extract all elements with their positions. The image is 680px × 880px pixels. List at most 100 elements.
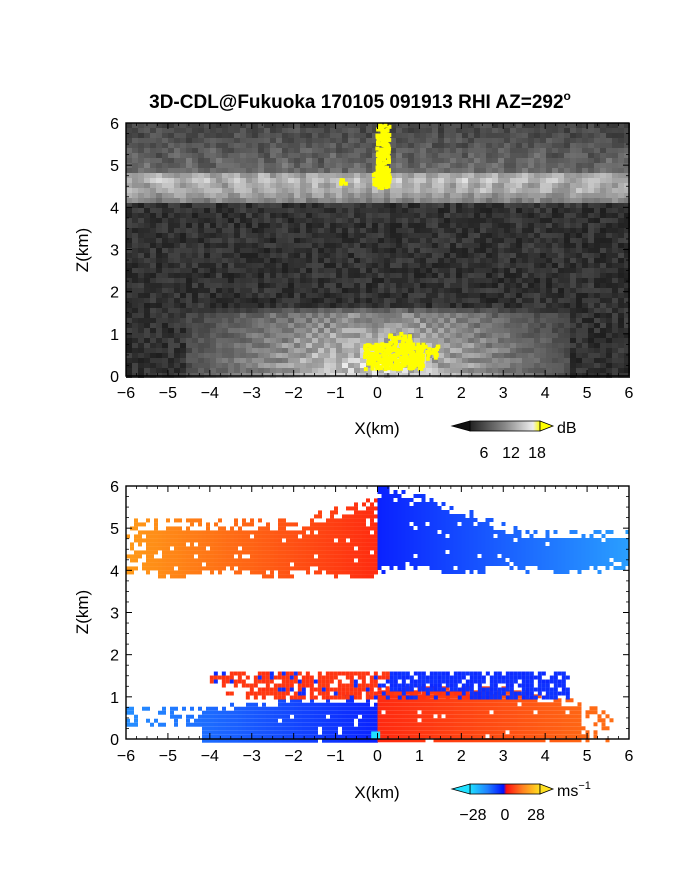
- reflectivity-cell: [444, 303, 450, 308]
- reflectivity-cell: [348, 348, 354, 353]
- reflectivity-cell: [426, 133, 432, 138]
- reflectivity-cell: [252, 243, 258, 248]
- reflectivity-cell: [414, 208, 420, 213]
- reflectivity-cell: [624, 243, 630, 248]
- reflectivity-cell: [222, 353, 228, 358]
- reflectivity-cell: [480, 263, 486, 268]
- reflectivity-cell: [396, 123, 402, 128]
- reflectivity-cell: [606, 243, 612, 248]
- reflectivity-cell: [336, 218, 342, 223]
- reflectivity-cell: [576, 218, 582, 223]
- reflectivity-cell: [222, 263, 228, 268]
- reflectivity-cell: [414, 173, 420, 178]
- reflectivity-cell: [516, 143, 522, 148]
- reflectivity-cell: [600, 158, 606, 163]
- reflectivity-cell: [294, 278, 300, 283]
- strong-echo-cell: [401, 358, 406, 363]
- reflectivity-cell: [612, 198, 618, 203]
- strong-echo-cell: [376, 347, 381, 352]
- reflectivity-cell: [582, 228, 588, 233]
- reflectivity-cell: [264, 263, 270, 268]
- x-tick-label: 0: [373, 385, 382, 402]
- reflectivity-cell: [162, 323, 168, 328]
- reflectivity-cell: [348, 178, 354, 183]
- reflectivity-cell: [168, 228, 174, 233]
- reflectivity-cell: [366, 273, 372, 278]
- x-tick-label: 2: [457, 385, 466, 402]
- reflectivity-cell: [270, 273, 276, 278]
- reflectivity-cell: [186, 253, 192, 258]
- reflectivity-cell: [540, 323, 546, 328]
- reflectivity-cell: [564, 343, 570, 348]
- reflectivity-cell: [390, 123, 396, 128]
- reflectivity-cell: [510, 228, 516, 233]
- reflectivity-cell: [198, 233, 204, 238]
- reflectivity-cell: [576, 133, 582, 138]
- strong-echo-cell: [363, 367, 368, 372]
- reflectivity-cell: [192, 268, 198, 273]
- reflectivity-cell: [330, 318, 336, 323]
- reflectivity-cell: [126, 153, 132, 158]
- reflectivity-cell: [282, 148, 288, 153]
- reflectivity-cell: [618, 278, 624, 283]
- reflectivity-cell: [276, 193, 282, 198]
- reflectivity-cell: [468, 258, 474, 263]
- reflectivity-cell: [528, 348, 534, 353]
- reflectivity-cell: [342, 158, 348, 163]
- reflectivity-cell: [306, 293, 312, 298]
- reflectivity-cell: [480, 198, 486, 203]
- reflectivity-cell: [144, 353, 150, 358]
- reflectivity-cell: [540, 308, 546, 313]
- reflectivity-cell: [222, 323, 228, 328]
- reflectivity-cell: [528, 158, 534, 163]
- reflectivity-cell: [294, 308, 300, 313]
- reflectivity-cell: [264, 338, 270, 343]
- reflectivity-cell: [606, 323, 612, 328]
- strong-echo-cell: [368, 359, 373, 364]
- reflectivity-cell: [198, 153, 204, 158]
- reflectivity-cell: [294, 223, 300, 228]
- reflectivity-cell: [144, 248, 150, 253]
- reflectivity-cell: [420, 298, 426, 303]
- reflectivity-cell: [384, 298, 390, 303]
- reflectivity-cell: [270, 318, 276, 323]
- reflectivity-cell: [348, 273, 354, 278]
- reflectivity-cell: [510, 278, 516, 283]
- reflectivity-cell: [540, 158, 546, 163]
- reflectivity-cell: [180, 178, 186, 183]
- reflectivity-cell: [216, 353, 222, 358]
- reflectivity-cell: [144, 298, 150, 303]
- reflectivity-cell: [438, 168, 444, 173]
- reflectivity-cell: [300, 138, 306, 143]
- reflectivity-cell: [384, 248, 390, 253]
- reflectivity-cell: [360, 208, 366, 213]
- reflectivity-cell: [372, 368, 378, 373]
- reflectivity-cell: [588, 153, 594, 158]
- reflectivity-cell: [336, 358, 342, 363]
- reflectivity-cell: [240, 158, 246, 163]
- reflectivity-cell: [426, 268, 432, 273]
- reflectivity-cell: [588, 278, 594, 283]
- reflectivity-cell: [216, 258, 222, 263]
- reflectivity-cell: [324, 323, 330, 328]
- reflectivity-cell: [576, 318, 582, 323]
- reflectivity-cell: [624, 203, 630, 208]
- reflectivity-cell: [546, 203, 552, 208]
- reflectivity-cell: [504, 193, 510, 198]
- reflectivity-cell: [522, 243, 528, 248]
- reflectivity-cell: [402, 268, 408, 273]
- reflectivity-cell: [546, 233, 552, 238]
- reflectivity-cell: [414, 183, 420, 188]
- reflectivity-cell: [606, 173, 612, 178]
- reflectivity-cell: [378, 368, 384, 373]
- reflectivity-cell: [312, 298, 318, 303]
- strong-echo-cell: [385, 360, 390, 365]
- reflectivity-cell: [396, 248, 402, 253]
- reflectivity-cell: [534, 158, 540, 163]
- reflectivity-cell: [552, 363, 558, 368]
- reflectivity-cell: [144, 323, 150, 328]
- reflectivity-cell: [576, 138, 582, 143]
- reflectivity-cell: [498, 153, 504, 158]
- reflectivity-cell: [180, 148, 186, 153]
- reflectivity-cell: [288, 183, 294, 188]
